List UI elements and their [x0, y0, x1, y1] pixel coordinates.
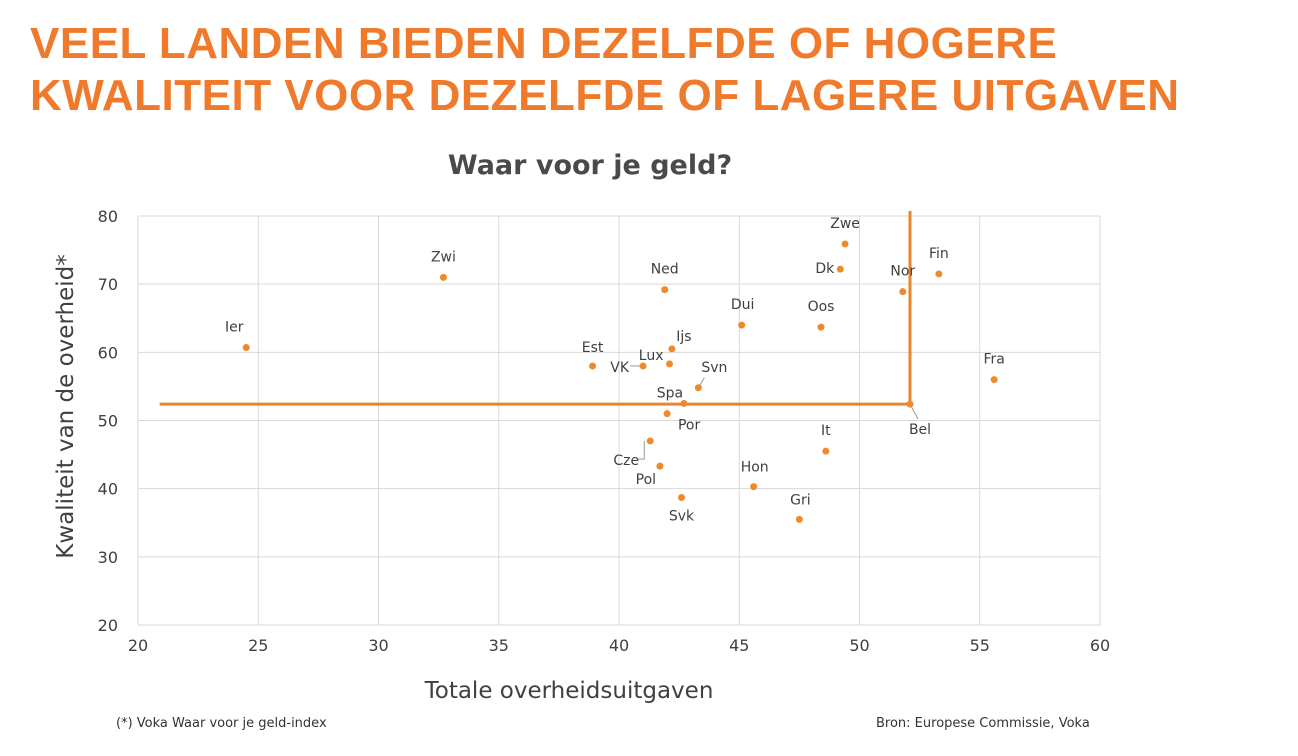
- data-label-it: It: [821, 423, 831, 439]
- data-point-dui: [738, 321, 746, 329]
- data-point-oos: [817, 323, 825, 331]
- x-tick-label: 60: [1090, 636, 1110, 655]
- data-point-bel: [906, 400, 914, 408]
- y-tick-label: 20: [98, 616, 118, 635]
- data-label-gri: Gri: [790, 492, 811, 508]
- y-tick-label: 30: [98, 548, 118, 567]
- x-tick-label: 25: [248, 636, 268, 655]
- x-axis-title: Totale overheidsuitgaven: [424, 678, 714, 704]
- data-point-por: [663, 410, 671, 418]
- data-point-it: [822, 447, 830, 455]
- data-point-fra: [990, 376, 998, 384]
- data-label-fra: Fra: [983, 352, 1004, 368]
- data-label-dui: Dui: [731, 297, 755, 313]
- data-point-svn: [694, 384, 702, 392]
- data-point-fin: [935, 270, 943, 278]
- x-tick-label: 20: [128, 636, 148, 655]
- data-label-ijs: Ijs: [676, 329, 691, 345]
- y-tick-label: 40: [98, 480, 118, 499]
- data-label-oos: Oos: [808, 299, 835, 315]
- data-label-hon: Hon: [741, 460, 769, 476]
- data-label-por: Por: [678, 418, 701, 434]
- data-label-cze: Cze: [613, 453, 639, 469]
- data-point-zwi: [439, 273, 447, 281]
- data-label-lux: Lux: [639, 348, 664, 364]
- x-tick-label: 50: [849, 636, 869, 655]
- data-label-dk: Dk: [815, 261, 835, 277]
- data-point-gri: [795, 515, 803, 523]
- headline: VEEL LANDEN BIEDEN DEZELFDE OF HOGERE KW…: [30, 18, 1180, 122]
- source-note: Bron: Europese Commissie, Voka: [876, 716, 1090, 731]
- data-point-vk: [639, 362, 647, 370]
- data-label-zwe: Zwe: [830, 216, 860, 232]
- x-tick-label: 40: [609, 636, 629, 655]
- y-axis-title: Kwaliteit van de overheid*: [53, 254, 79, 558]
- data-point-svk: [678, 494, 686, 502]
- data-point-lux: [666, 360, 674, 368]
- data-label-svn: Svn: [701, 360, 727, 376]
- y-tick-label: 50: [98, 412, 118, 431]
- data-point-pol: [656, 462, 664, 470]
- data-point-dk: [836, 265, 844, 273]
- data-label-ned: Ned: [651, 262, 679, 278]
- x-tick-label: 55: [970, 636, 990, 655]
- chart-title: Waar voor je geld?: [447, 150, 733, 181]
- data-label-svk: Svk: [669, 509, 695, 525]
- data-point-spa: [680, 399, 688, 407]
- data-point-ned: [661, 286, 669, 294]
- label-leader-line: [638, 440, 645, 460]
- data-point-hon: [750, 483, 758, 491]
- x-tick-label: 30: [368, 636, 388, 655]
- footnote: (*) Voka Waar voor je geld-index: [116, 716, 327, 731]
- y-tick-label: 80: [98, 207, 118, 226]
- x-tick-label: 35: [489, 636, 509, 655]
- data-point-est: [589, 362, 597, 370]
- data-label-spa: Spa: [657, 385, 683, 401]
- y-tick-label: 70: [98, 275, 118, 294]
- data-label-est: Est: [582, 340, 604, 356]
- data-label-ier: Ier: [225, 320, 244, 336]
- data-point-cze: [646, 437, 654, 445]
- data-label-zwi: Zwi: [431, 249, 456, 265]
- data-point-ier: [242, 344, 250, 352]
- data-label-pol: Pol: [636, 472, 656, 488]
- headline-line-1: VEEL LANDEN BIEDEN DEZELFDE OF HOGERE: [30, 19, 1058, 68]
- x-tick-label: 45: [729, 636, 749, 655]
- data-label-vk: VK: [610, 360, 630, 376]
- y-tick-label: 60: [98, 343, 118, 362]
- headline-line-2: KWALITEIT VOOR DEZELFDE OF LAGERE UITGAV…: [30, 71, 1180, 120]
- data-label-bel: Bel: [909, 422, 931, 438]
- data-label-nor: Nor: [890, 264, 915, 280]
- data-point-ijs: [668, 345, 676, 353]
- data-label-fin: Fin: [929, 246, 949, 262]
- data-point-zwe: [841, 240, 849, 248]
- data-point-nor: [899, 288, 907, 296]
